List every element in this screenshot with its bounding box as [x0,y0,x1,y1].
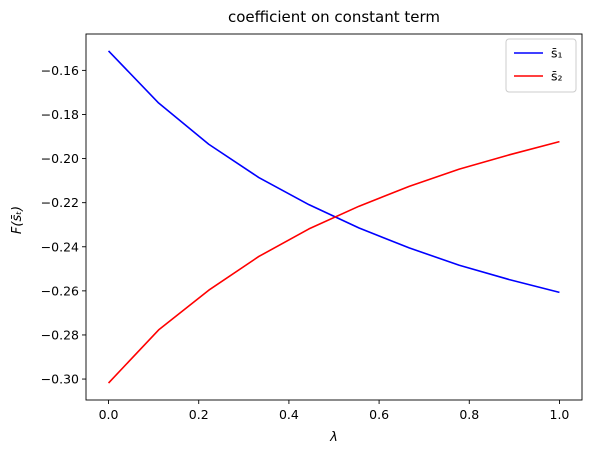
y-tick-label: −0.26 [41,283,79,298]
chart-title: coefficient on constant term [228,8,440,26]
y-axis-label: F(s̄ₜ) [10,206,25,234]
x-tick-label: 0.8 [459,407,479,422]
series-line-2 [107,140,560,384]
x-tick-label: 0.2 [189,407,209,422]
x-tick-label: 1.0 [550,407,570,422]
x-axis-label: λ [329,430,338,445]
y-tick-label: −0.18 [41,107,79,122]
legend-label-1: s̄₁ [551,46,563,61]
y-tick-label: −0.30 [41,372,79,387]
y-tick-label: −0.28 [41,327,79,342]
x-tick-label: 0.6 [369,407,389,422]
legend-label-2: s̄₂ [551,69,563,84]
y-tick-label: −0.16 [41,63,79,78]
y-tick-label: −0.24 [41,239,79,254]
x-tick-label: 0.4 [279,407,299,422]
series-line-1 [107,50,560,294]
y-tick-label: −0.22 [41,195,79,210]
x-tick-label: 0.0 [99,407,119,422]
plot-frame [85,33,583,401]
y-tick-label: −0.20 [41,151,79,166]
legend-box [505,38,577,93]
